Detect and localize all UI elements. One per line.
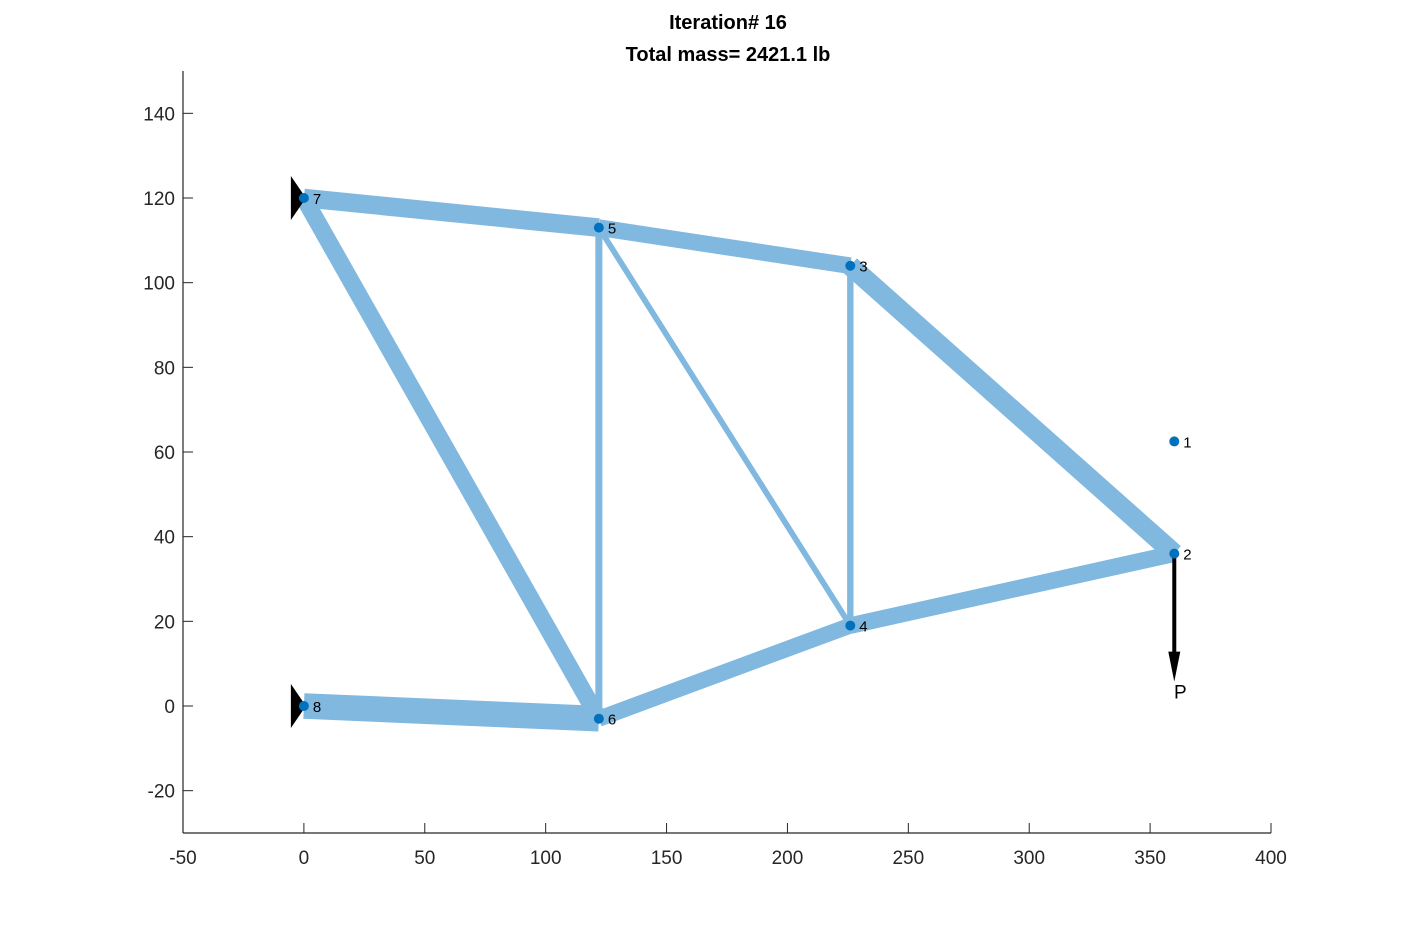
- node-5: [593, 222, 604, 233]
- loads: P: [1168, 553, 1187, 704]
- truss-member-2-4: [848, 545, 1177, 634]
- x-tick-label: 150: [651, 848, 683, 869]
- y-tick-label: 60: [154, 443, 175, 464]
- x-tick-label: 200: [772, 848, 804, 869]
- node-1: [1169, 436, 1180, 447]
- x-tick-label: 0: [299, 848, 310, 869]
- chart-title: Iteration# 16 Total mass= 2421.1 lb: [626, 12, 831, 66]
- y-tick-label: 100: [143, 274, 175, 295]
- node-2: [1169, 548, 1180, 559]
- truss-member-5-4: [596, 226, 853, 628]
- node-label-8: 8: [313, 699, 321, 716]
- y-tick-label: 20: [154, 612, 175, 633]
- truss-nodes: 1 2 3 4 5 6 7 8: [298, 191, 1192, 729]
- node-label-3: 3: [859, 259, 867, 276]
- truss-member-4-6: [596, 618, 854, 727]
- node-8: [298, 701, 309, 711]
- node-7: [298, 193, 309, 203]
- x-tick-label: 50: [414, 848, 435, 869]
- load-arrow-head: [1168, 651, 1181, 682]
- supports: [290, 176, 306, 728]
- truss-members: [296, 188, 1181, 732]
- x-tick-label: 100: [530, 848, 562, 869]
- truss-member-3-2: [843, 258, 1181, 562]
- title-line-1: Iteration# 16: [669, 12, 787, 34]
- x-tick-label: 350: [1134, 848, 1166, 869]
- y-tick-label: 80: [154, 358, 175, 379]
- y-tick-label: 0: [164, 697, 175, 718]
- load-label: P: [1174, 683, 1187, 704]
- truss-member-6-8: [303, 693, 600, 732]
- axes: -50 0 50 100 150 200 250 300 350 400 -20 0 20 40 60 80 1…: [143, 71, 1287, 869]
- node-label-2: 2: [1183, 547, 1191, 564]
- node-6: [593, 713, 604, 724]
- y-tick-label: -20: [148, 782, 175, 803]
- node-label-6: 6: [608, 712, 616, 729]
- node-3: [845, 260, 856, 271]
- y-tick-label: 40: [154, 528, 175, 549]
- y-tick-label: 140: [143, 104, 175, 125]
- node-label-1: 1: [1183, 434, 1191, 451]
- truss-member-5-3: [597, 219, 852, 274]
- x-tick-label: 300: [1013, 848, 1045, 869]
- x-tick-label: -50: [169, 848, 196, 869]
- node-label-5: 5: [608, 221, 616, 238]
- x-tick-label: 400: [1255, 848, 1287, 869]
- truss-member-7-5: [302, 188, 600, 237]
- node-label-4: 4: [859, 619, 867, 636]
- x-tick-label: 250: [892, 848, 924, 869]
- title-line-2: Total mass= 2421.1 lb: [626, 44, 831, 66]
- support-7: [290, 176, 306, 220]
- node-label-7: 7: [313, 191, 321, 208]
- y-tick-label: 120: [143, 189, 175, 210]
- support-8: [290, 684, 306, 728]
- truss-member-7-6: [296, 193, 607, 723]
- node-4: [845, 620, 856, 631]
